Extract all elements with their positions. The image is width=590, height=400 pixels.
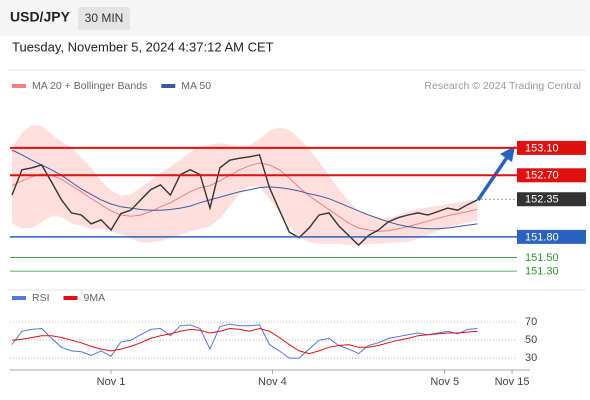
legend-swatch bbox=[63, 296, 78, 300]
series-line bbox=[11, 149, 478, 230]
price-line bbox=[11, 153, 478, 247]
legend-label: MA 50 bbox=[181, 80, 211, 92]
y-tick-label: 50 bbox=[525, 334, 537, 346]
bollinger-band bbox=[12, 125, 478, 246]
timeframe-box bbox=[78, 7, 130, 30]
symbol: USD/JPY bbox=[10, 9, 71, 25]
level-label: 153.10 bbox=[525, 142, 559, 154]
level-label: 151.80 bbox=[525, 231, 559, 243]
source: Research © 2024 Trading Central bbox=[424, 80, 581, 92]
legend-swatch bbox=[12, 84, 26, 88]
level-box bbox=[517, 168, 586, 183]
x-tick-label: Nov 4 bbox=[258, 376, 287, 388]
legend-swatch bbox=[161, 84, 176, 88]
forecast-arrow bbox=[476, 155, 510, 201]
legend-label: RSI bbox=[32, 292, 50, 304]
level-box bbox=[517, 140, 586, 155]
x-tick-label: Nov 5 bbox=[430, 376, 459, 388]
x-tick-label: Nov 15 bbox=[495, 376, 530, 388]
forecast-arrowhead bbox=[500, 146, 515, 162]
level-box bbox=[517, 192, 586, 207]
level-label: 151.30 bbox=[525, 266, 559, 278]
series-line bbox=[11, 327, 478, 355]
y-tick-label: 30 bbox=[525, 352, 537, 364]
series-line bbox=[11, 162, 478, 232]
level-label: 151.50 bbox=[525, 252, 559, 264]
level-label: 152.35 bbox=[525, 194, 559, 206]
y-tick-label: 70 bbox=[525, 316, 537, 328]
timestamp: Tuesday, November 5, 2024 4:37:12 AM CET bbox=[12, 39, 274, 54]
series-line bbox=[11, 323, 478, 359]
level-label: 152.70 bbox=[525, 170, 559, 182]
level-box bbox=[517, 229, 586, 244]
x-tick-label: Nov 1 bbox=[97, 376, 126, 388]
legend-label: 9MA bbox=[84, 292, 106, 304]
legend-swatch bbox=[12, 296, 26, 300]
legend-label: MA 20 + Bollinger Bands bbox=[32, 80, 147, 92]
timeframe: 30 MIN bbox=[85, 11, 124, 25]
